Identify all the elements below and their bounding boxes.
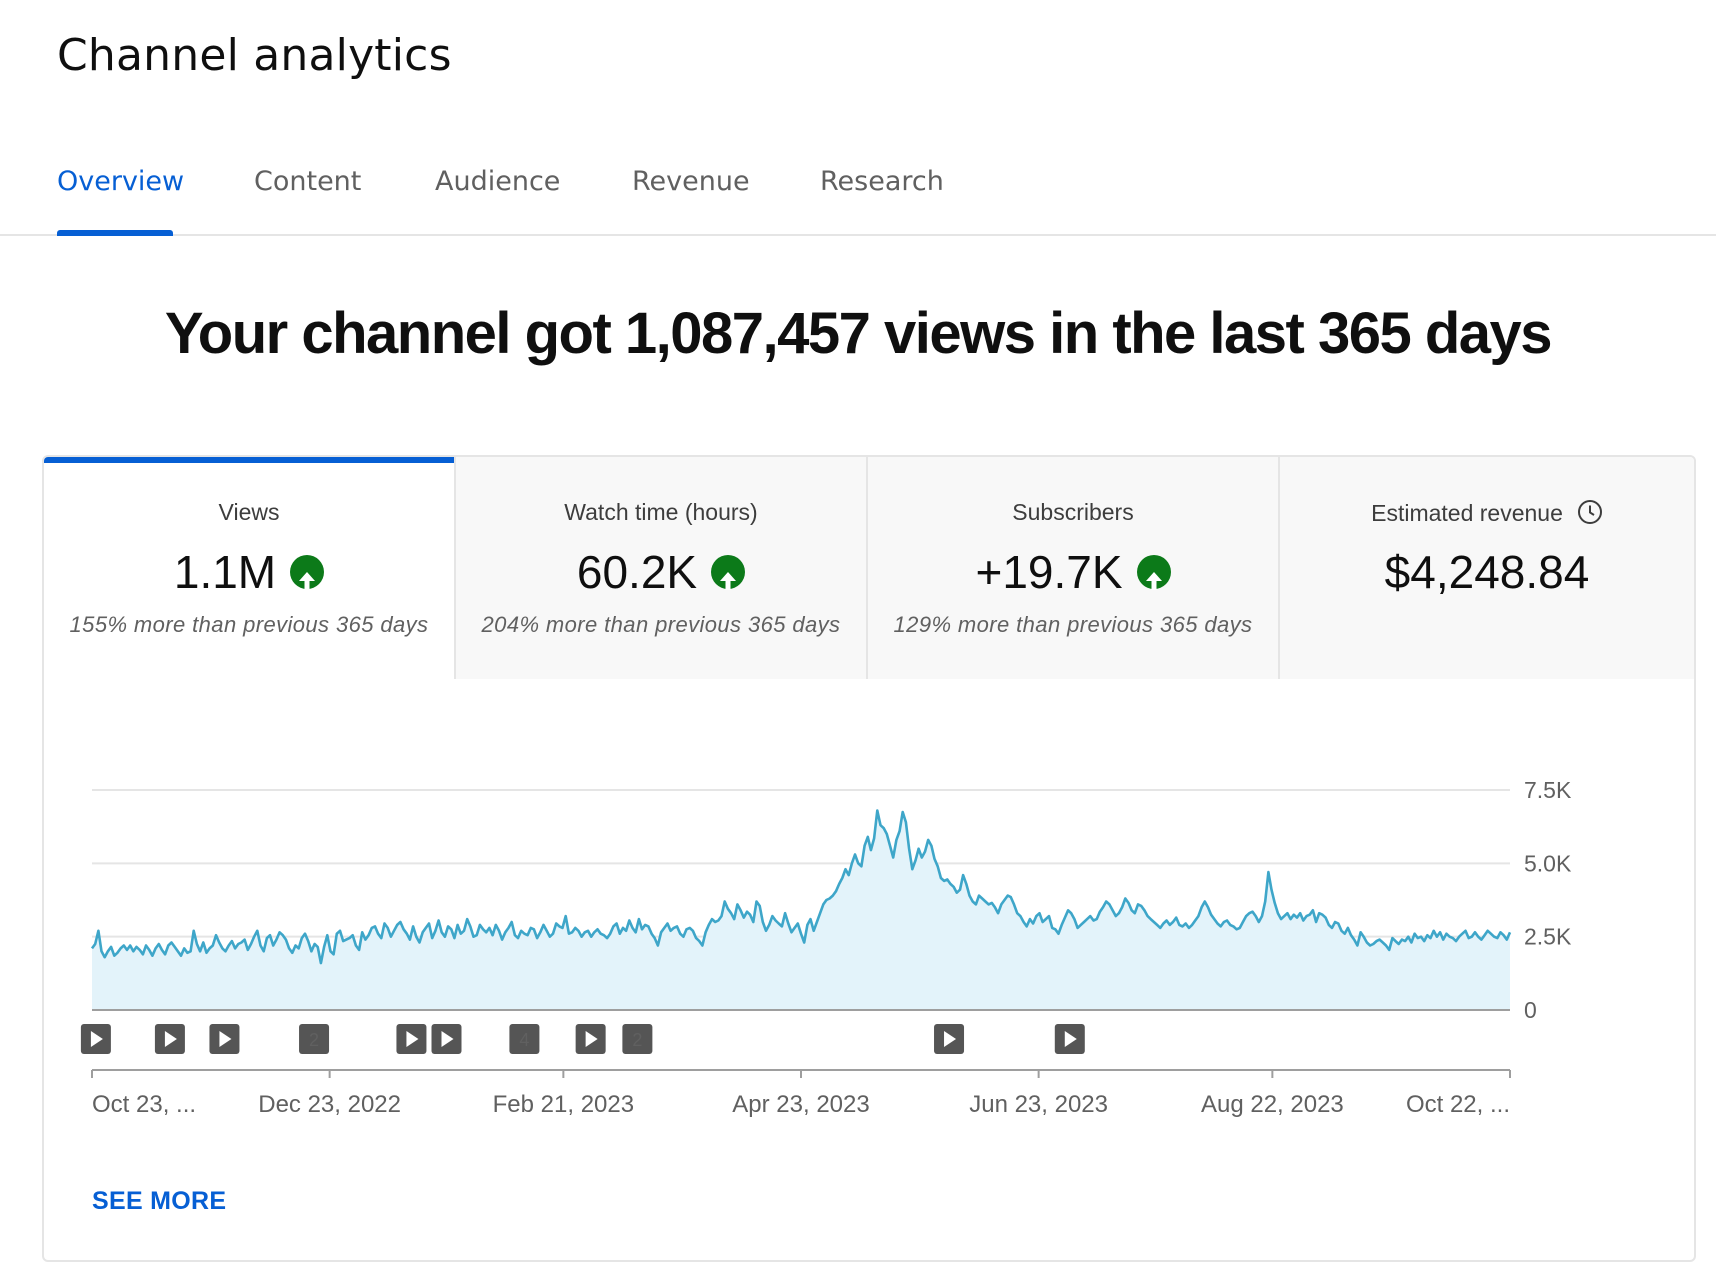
arrow-up-icon — [1136, 554, 1171, 590]
metric-label: Subscribers — [1012, 499, 1134, 525]
metric-label: Views — [218, 499, 280, 525]
play-icon — [164, 1031, 177, 1047]
marker-count: 4 — [519, 1030, 529, 1050]
marker-count: 2 — [632, 1030, 642, 1050]
x-tick-label: Feb 21, 2023 — [493, 1091, 634, 1118]
selected-metric-indicator — [44, 457, 454, 463]
active-tab-indicator — [57, 230, 173, 236]
video-marker-icon[interactable] — [575, 1024, 606, 1054]
series-area — [92, 810, 1510, 1010]
y-tick-label: 7.5K — [1524, 777, 1572, 803]
video-count-marker[interactable]: 2 — [299, 1024, 330, 1054]
video-marker-icon[interactable] — [154, 1024, 185, 1054]
metric-comparison: 155% more than previous 365 days — [69, 612, 429, 637]
x-tick-label: Oct 22, ... — [1406, 1091, 1510, 1118]
x-tick-label: Jun 23, 2023 — [969, 1091, 1108, 1118]
series-line — [90, 809, 1512, 965]
tab-revenue[interactable]: Revenue — [632, 166, 750, 197]
play-icon — [406, 1031, 419, 1047]
see-more-button[interactable]: SEE MORE — [92, 1187, 227, 1215]
video-marker-icon[interactable] — [209, 1024, 240, 1054]
tab-bar: Overview Content Audience Revenue Resear… — [0, 150, 1716, 236]
metric-card-watch-time[interactable]: Watch time (hours) 60.2K 204% more than … — [456, 457, 868, 679]
play-icon — [219, 1031, 232, 1047]
play-icon — [90, 1031, 103, 1047]
play-icon — [441, 1031, 454, 1047]
tab-audience[interactable]: Audience — [435, 166, 561, 197]
metric-value: $4,248.84 — [1280, 541, 1694, 599]
video-marker-icon[interactable] — [1054, 1024, 1085, 1054]
play-icon — [585, 1031, 598, 1047]
metric-value: +19.7K — [868, 541, 1278, 599]
metric-value-text: 60.2K — [576, 545, 698, 598]
metric-card-estimated-revenue[interactable]: Estimated revenue $4,248.84 — [1280, 457, 1694, 679]
x-tick-label: Apr 23, 2023 — [732, 1091, 869, 1118]
video-marker-icon[interactable] — [934, 1024, 965, 1054]
x-tick-label: Oct 23, ... — [92, 1091, 196, 1118]
tab-research[interactable]: Research — [820, 166, 944, 197]
play-icon — [1064, 1031, 1077, 1047]
page-title: Channel analytics — [57, 30, 452, 81]
marker-box — [509, 1024, 540, 1054]
x-tick-label: Dec 23, 2022 — [258, 1091, 401, 1118]
metric-label: Watch time (hours) — [564, 499, 758, 525]
tab-content[interactable]: Content — [254, 166, 362, 197]
metric-comparison: 204% more than previous 365 days — [481, 612, 841, 637]
metric-value-text: +19.7K — [975, 545, 1123, 598]
y-tick-label: 0 — [1524, 997, 1537, 1023]
y-tick-label: 2.5K — [1524, 924, 1572, 950]
tab-overview[interactable]: Overview — [57, 166, 185, 197]
video-marker-icon[interactable] — [396, 1024, 427, 1054]
views-headline: Your channel got 1,087,457 views in the … — [164, 301, 1553, 366]
metric-label: Estimated revenue — [1280, 499, 1694, 531]
video-count-marker[interactable]: 2 — [622, 1024, 653, 1054]
video-count-marker[interactable]: 4 — [509, 1024, 540, 1054]
arrow-up-icon — [290, 554, 325, 590]
marker-count: 2 — [309, 1030, 319, 1050]
metric-card-subscribers[interactable]: Subscribers +19.7K 129% more than previo… — [868, 457, 1280, 679]
y-tick-label: 5.0K — [1524, 850, 1572, 876]
marker-box — [622, 1024, 653, 1054]
marker-box — [299, 1024, 330, 1054]
clock-icon[interactable] — [1577, 499, 1603, 531]
metric-label-text: Estimated revenue — [1371, 500, 1563, 527]
overview-card: Views 1.1M 155% more than previous 365 d… — [42, 455, 1696, 1262]
video-marker-icon[interactable] — [431, 1024, 462, 1054]
metric-value-text: $4,248.84 — [1384, 545, 1590, 598]
metric-value-text: 1.1M — [173, 545, 277, 598]
metric-comparison: 129% more than previous 365 days — [893, 612, 1253, 637]
metric-card-views[interactable]: Views 1.1M 155% more than previous 365 d… — [44, 457, 456, 679]
x-tick-label: Aug 22, 2023 — [1201, 1091, 1344, 1118]
views-chart: 7.5K 5.0K 2.5K 0 2 4 2 Oct 23, ... Dec 23, 2022 F… — [80, 777, 1572, 1118]
video-marker-icon[interactable] — [80, 1024, 111, 1054]
play-icon — [944, 1031, 957, 1047]
arrow-up-icon — [711, 554, 746, 590]
metric-value: 1.1M — [44, 541, 454, 599]
metric-value: 60.2K — [456, 541, 866, 599]
